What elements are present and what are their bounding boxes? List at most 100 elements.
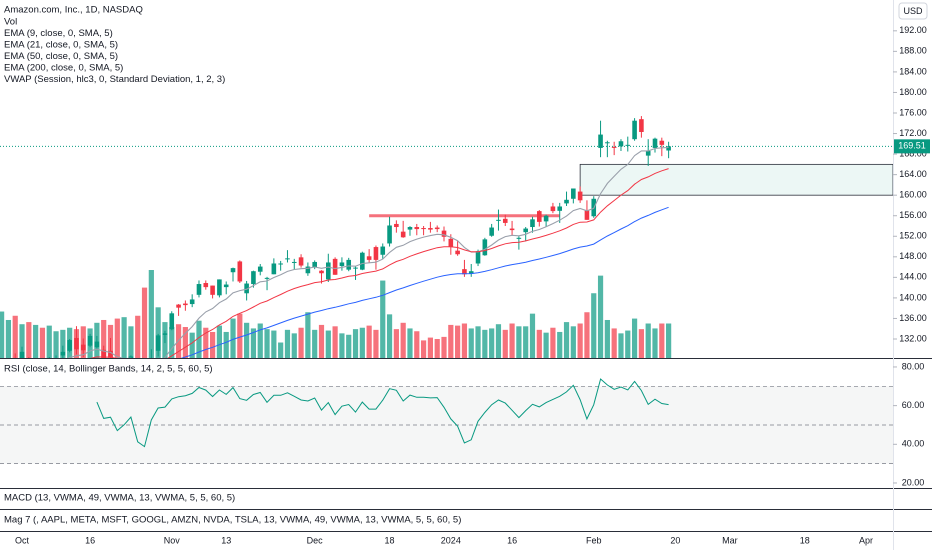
candle-body: [441, 230, 447, 237]
candle-body: [155, 335, 161, 351]
volume-bar: [203, 327, 209, 358]
candle-body: [162, 333, 168, 335]
candle-body: [407, 227, 413, 230]
candle-body: [380, 246, 386, 255]
candle-body: [366, 256, 372, 260]
candle-body: [448, 238, 454, 248]
candle-body: [67, 340, 72, 351]
y-tick-label: 20.00: [902, 477, 925, 487]
volume-bar: [516, 326, 522, 358]
volume-bar: [223, 331, 229, 358]
candle-body: [373, 247, 379, 260]
candle-body: [237, 261, 243, 282]
candle-body: [176, 304, 181, 308]
volume-bar: [135, 315, 141, 358]
volume-bar: [475, 326, 481, 358]
y-tick-label: 188.00: [899, 46, 927, 56]
candle-body: [230, 268, 236, 273]
volume-bar: [550, 327, 556, 358]
volume-bar: [489, 328, 495, 358]
volume-bar: [284, 329, 291, 358]
candle-body: [475, 251, 481, 264]
volume-bar: [19, 324, 25, 358]
candle-body: [536, 211, 542, 222]
volume-bar: [291, 333, 297, 358]
candle-body: [421, 228, 426, 230]
candle-body: [312, 261, 317, 268]
volume-bar: [611, 328, 617, 358]
volume-bar: [148, 270, 154, 358]
candle-body: [319, 270, 324, 274]
volume-bar: [557, 331, 563, 358]
volume-bar: [427, 337, 433, 358]
volume-bar: [577, 323, 583, 358]
volume-bar: [434, 338, 440, 358]
volume-bar: [101, 319, 107, 358]
volume-bar: [5, 319, 12, 358]
volume-bar: [645, 323, 651, 358]
x-tick-label: 2024: [441, 535, 461, 545]
currency-button[interactable]: [898, 2, 928, 20]
candle-body: [244, 283, 249, 294]
x-tick-label: Apr: [859, 535, 873, 545]
candle-body: [577, 191, 583, 201]
legend-item: VWAP (Session, hlc3, 0, Standard Deviati…: [4, 74, 225, 85]
candle-body: [550, 206, 556, 212]
candle-body: [223, 284, 229, 288]
volume-bar: [121, 317, 127, 358]
x-tick-label: Mar: [722, 535, 738, 545]
volume-bar: [12, 315, 18, 358]
candle-body: [80, 344, 86, 351]
volume-bar: [604, 319, 610, 358]
y-tick-label: 156.00: [899, 210, 927, 220]
candle-body: [509, 228, 515, 231]
candle-body: [516, 237, 522, 239]
candle-body: [468, 271, 474, 274]
rsi-title: RSI (close, 14, Bollinger Bands, 14, 2, …: [4, 364, 213, 375]
candle-body: [264, 277, 270, 279]
volume-bar: [386, 314, 393, 358]
x-tick-label: 20: [670, 535, 680, 545]
volume-bar: [380, 280, 386, 358]
volume-bar: [455, 325, 461, 358]
volume-bar: [407, 328, 413, 358]
volume-bar: [46, 325, 52, 358]
legend-item: EMA (50, close, 0, SMA, 5): [4, 51, 118, 62]
legend-item: Vol: [4, 17, 17, 28]
volume-bar: [591, 293, 597, 358]
volume-bar: [597, 275, 604, 358]
currency[interactable]: USD: [903, 6, 923, 16]
last-price-label: 169.51: [898, 141, 926, 151]
volume-bar: [39, 327, 46, 358]
candle-body: [543, 215, 549, 222]
candle-body: [428, 228, 433, 230]
volume-bar: [618, 333, 624, 358]
volume-bar: [169, 327, 175, 358]
volume-bar: [536, 329, 542, 358]
candle-body: [251, 271, 256, 285]
volume-bar: [325, 330, 331, 358]
volume-bar: [584, 312, 590, 358]
volume-bar: [461, 323, 468, 358]
candle-body: [496, 219, 501, 221]
y-tick-label: 136.00: [899, 313, 927, 323]
candle-body: [645, 151, 651, 156]
candle-body: [183, 303, 188, 306]
candle-body: [611, 146, 617, 148]
volume-bar: [305, 312, 311, 358]
volume-bar: [298, 327, 304, 358]
volume-bar: [33, 324, 39, 358]
volume-bar: [339, 333, 345, 358]
y-tick-label: 176.00: [899, 107, 927, 117]
candle-body: [101, 349, 106, 358]
volume-bar: [346, 334, 352, 358]
candle-body: [564, 199, 569, 204]
y-tick-label: 152.00: [899, 231, 927, 241]
candle-body: [196, 284, 202, 295]
candle-body: [326, 262, 331, 280]
rsi-pane: [0, 378, 893, 464]
volume-bar: [359, 327, 365, 358]
candle-body: [598, 134, 603, 148]
candle-body: [400, 231, 406, 238]
volume-bar: [509, 323, 515, 358]
